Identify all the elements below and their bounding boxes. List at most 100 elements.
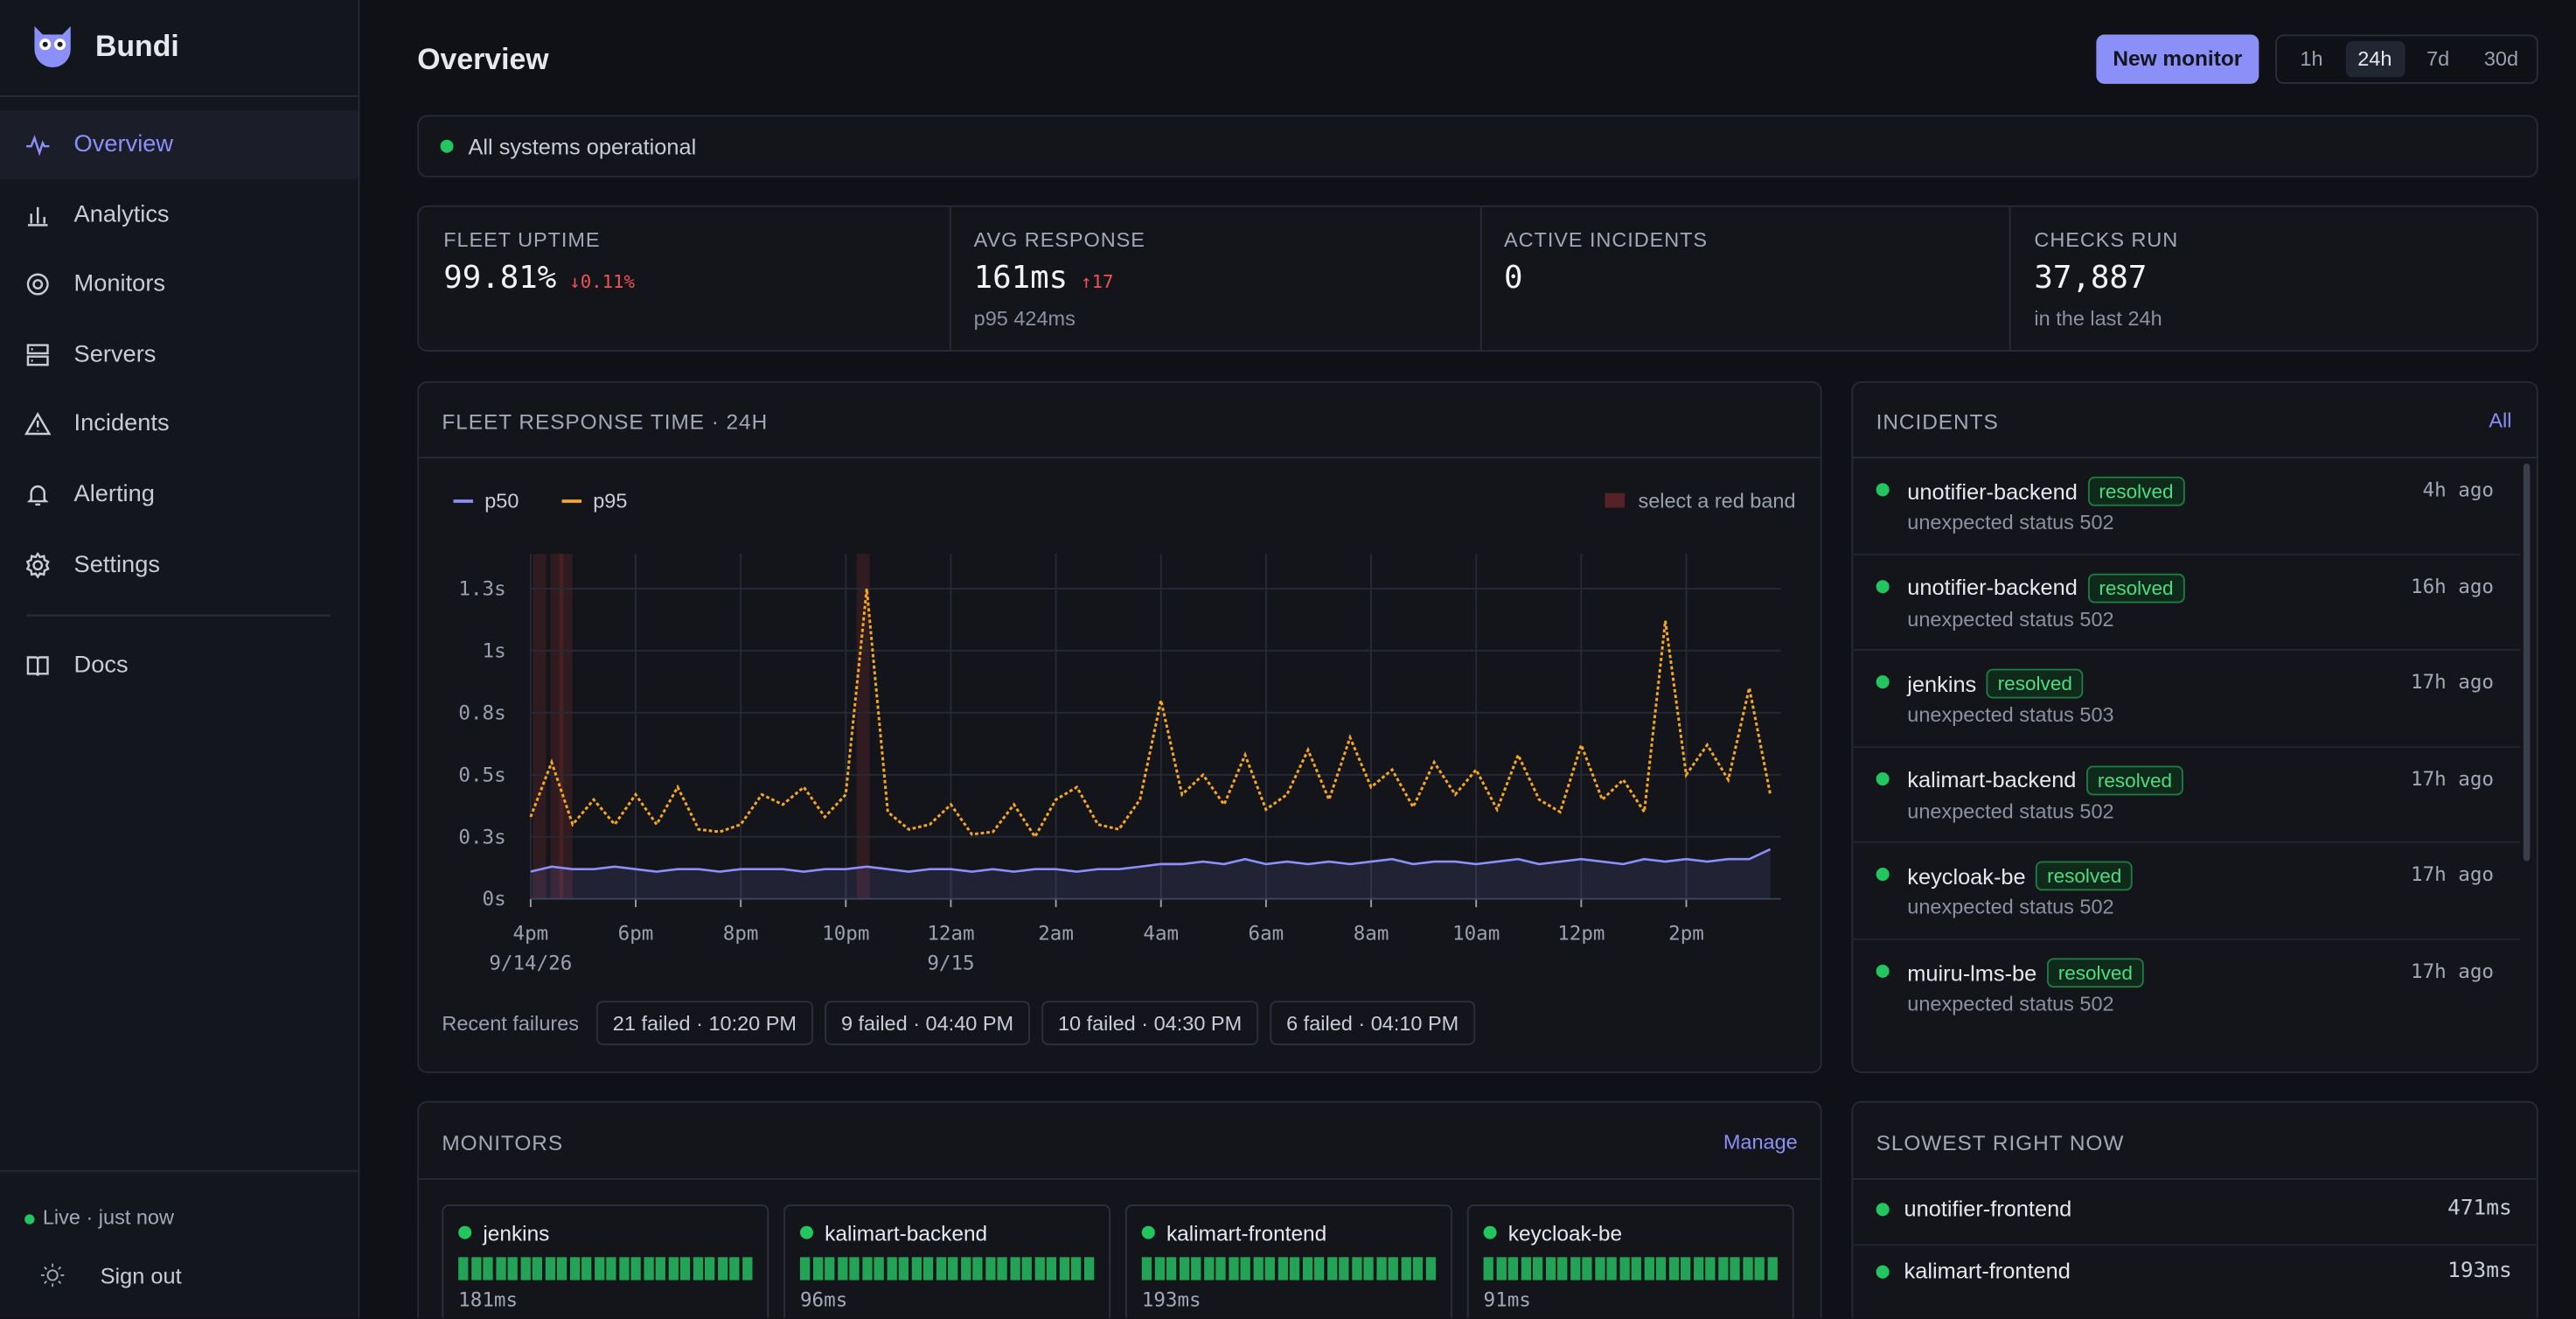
incident-title: unotifier-backend resolved <box>1907 572 2185 603</box>
incident-title: unotifier-backend resolved <box>1907 476 2185 506</box>
uptime-segment <box>1363 1257 1374 1281</box>
uptime-segment <box>1240 1257 1250 1281</box>
uptime-segment <box>1412 1257 1424 1281</box>
uptime-segment <box>1483 1257 1493 1281</box>
uptime-segment <box>1277 1257 1288 1281</box>
uptime-segment <box>1717 1257 1728 1281</box>
monitor-card[interactable]: jenkins 181ms <box>442 1204 769 1318</box>
uptime-segment <box>655 1257 665 1281</box>
x-tick-label: 4pm <box>513 923 549 946</box>
uptime-segment <box>997 1257 1007 1281</box>
failure-chip[interactable]: 6 failed · 04:10 PM <box>1270 1001 1476 1045</box>
new-monitor-button[interactable]: New monitor <box>2096 34 2259 84</box>
incident-badge: resolved <box>2046 958 2145 988</box>
uptime-segment <box>1301 1257 1312 1281</box>
uptime-segment <box>679 1257 691 1281</box>
monitor-name: kalimart-backend <box>825 1220 988 1246</box>
divider <box>0 94 359 97</box>
divider <box>1851 553 2521 555</box>
uptime-segment <box>910 1257 922 1281</box>
uptime-segment <box>1021 1257 1032 1281</box>
x-tick-label: 2pm <box>1668 923 1704 946</box>
icon <box>24 412 52 436</box>
uptime-segment <box>1215 1257 1226 1281</box>
uptime-segment <box>1375 1257 1386 1281</box>
nav-label: Settings <box>73 551 161 578</box>
nav-item[interactable]: Incidents <box>0 390 359 459</box>
nav-label: Docs <box>73 652 129 679</box>
uptime-segment <box>1730 1257 1740 1281</box>
x-tick-label: 10am <box>1452 923 1500 946</box>
chart-title: FLEET RESPONSE TIME · 24H <box>442 408 769 435</box>
stat-value: 99.81% ↓0.11% <box>443 260 635 296</box>
failure-band <box>533 554 547 899</box>
monitor-latency: 96ms <box>799 1288 848 1312</box>
divider <box>417 1178 1822 1180</box>
nav-label: Incidents <box>73 411 170 438</box>
uptime-segment <box>606 1257 616 1281</box>
uptime-segment <box>849 1257 860 1281</box>
sidebar <box>0 0 360 1318</box>
uptime-segment <box>1619 1257 1629 1281</box>
chart: p50 p95 select a red band 0s 0.3s 0.5s 0.8s 1s 1… <box>453 490 1796 974</box>
y-tick-label: 0.8s <box>458 701 505 724</box>
range-option[interactable]: 7d <box>2426 47 2450 71</box>
uptime-segment <box>618 1257 629 1281</box>
uptime-segment <box>1424 1257 1436 1281</box>
failure-chip[interactable]: 9 failed · 04:40 PM <box>825 1001 1030 1045</box>
stat-label: FLEET UPTIME <box>443 228 601 252</box>
x-tick-date: 9/14/26 <box>489 952 572 974</box>
nav-item[interactable]: Alerting <box>0 460 359 529</box>
divider <box>1851 1178 2538 1180</box>
incidents-title: INCIDENTS <box>1876 408 1999 435</box>
range-option[interactable]: 24h <box>2344 40 2405 78</box>
monitor-card[interactable]: kalimart-backend 96ms <box>783 1204 1111 1318</box>
incidents-link[interactable]: All <box>2489 408 2512 433</box>
icon <box>26 343 49 366</box>
sun-icon <box>40 1263 65 1288</box>
failure-chip[interactable]: 10 failed · 04:30 PM <box>1041 1001 1258 1045</box>
legend-label: p50 <box>484 490 519 513</box>
nav-item[interactable]: Analytics <box>0 180 359 249</box>
uptime-segment <box>1252 1257 1263 1281</box>
incident-title: jenkins resolved <box>1907 669 2085 699</box>
monitor-card[interactable]: keycloak-be 91ms <box>1466 1204 1794 1318</box>
uptime-segment <box>1545 1257 1556 1281</box>
uptime-segment <box>922 1257 934 1281</box>
uptime-segment <box>1009 1257 1020 1281</box>
incident-detail: unexpected status 503 <box>1907 703 2114 727</box>
failure-chip[interactable]: 21 failed · 10:20 PM <box>596 1001 813 1045</box>
range-option[interactable]: 30d <box>2483 47 2519 71</box>
divider <box>1851 1243 2538 1246</box>
uptime-segment <box>1046 1257 1057 1281</box>
nav-item[interactable]: Servers <box>0 320 359 389</box>
incident-time: 16h ago <box>2410 574 2495 598</box>
nav-item[interactable]: Monitors <box>0 250 359 319</box>
monitors-link[interactable]: Manage <box>1723 1130 1798 1154</box>
incident-time: 17h ago <box>2410 767 2495 791</box>
incident-detail: unexpected status 502 <box>1907 992 2114 1016</box>
nav-item[interactable]: Settings <box>0 530 359 599</box>
uptime-segment <box>630 1257 641 1281</box>
incident-title: muiru-lms-be resolved <box>1907 958 2145 988</box>
divider <box>0 1169 359 1172</box>
nav-item[interactable]: Overview <box>0 109 359 179</box>
divider <box>1851 841 2521 844</box>
page-title: Overview <box>417 42 549 76</box>
uptime-segment <box>483 1257 493 1281</box>
sign-out[interactable]: Sign out <box>100 1263 182 1288</box>
brand: Bundi <box>94 29 179 63</box>
nav-item[interactable]: Docs <box>0 631 359 700</box>
uptime-segment <box>1289 1257 1300 1281</box>
incident-badge: resolved <box>1986 669 2085 699</box>
status-dot <box>1876 771 1890 785</box>
line <box>529 588 1772 840</box>
monitor-latency: 193ms <box>1141 1288 1201 1312</box>
nav-label: Servers <box>73 341 157 368</box>
line <box>530 848 1772 873</box>
monitor-card[interactable]: kalimart-frontend 193ms <box>1124 1204 1452 1318</box>
status-dot <box>799 1225 814 1239</box>
range-option[interactable]: 1h <box>2300 47 2323 71</box>
uptime-segment <box>507 1257 518 1281</box>
nav-label: Overview <box>73 131 174 158</box>
